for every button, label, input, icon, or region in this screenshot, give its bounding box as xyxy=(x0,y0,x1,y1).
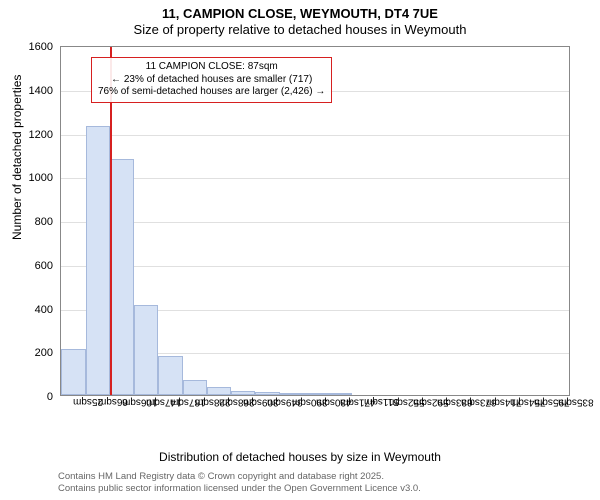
title-line-1: 11, CAMPION CLOSE, WEYMOUTH, DT4 7UE xyxy=(0,6,600,21)
ytick-label: 1600 xyxy=(13,41,53,53)
footer-line-1: Contains HM Land Registry data © Crown c… xyxy=(58,471,421,482)
annotation-box: 11 CAMPION CLOSE: 87sqm← 23% of detached… xyxy=(91,57,332,103)
histogram-bar xyxy=(110,159,135,395)
histogram-bar xyxy=(183,380,207,395)
gridline xyxy=(61,178,569,179)
chart-region: 0200400600800100012001400160011 CAMPION … xyxy=(60,46,570,420)
histogram-bar xyxy=(280,393,304,395)
histogram-bar xyxy=(158,356,183,395)
histogram-bar xyxy=(134,305,158,395)
xtick-text: 835sqm xyxy=(558,396,594,407)
ytick-label: 1200 xyxy=(13,129,53,141)
chart-title-block: 11, CAMPION CLOSE, WEYMOUTH, DT4 7UE Siz… xyxy=(0,0,600,37)
ytick-label: 0 xyxy=(13,391,53,403)
ytick-label: 1000 xyxy=(13,172,53,184)
annotation-line: 76% of semi-detached houses are larger (… xyxy=(98,86,325,99)
ytick-label: 200 xyxy=(13,347,53,359)
histogram-bar xyxy=(61,349,86,395)
histogram-bar xyxy=(231,391,255,395)
histogram-bar xyxy=(255,392,280,395)
ytick-label: 1400 xyxy=(13,85,53,97)
footer-line-2: Contains public sector information licen… xyxy=(58,483,421,494)
gridline xyxy=(61,266,569,267)
title-line-2: Size of property relative to detached ho… xyxy=(0,22,600,37)
ytick-label: 800 xyxy=(13,216,53,228)
gridline xyxy=(61,222,569,223)
ytick-label: 600 xyxy=(13,260,53,272)
annotation-line: ← 23% of detached houses are smaller (71… xyxy=(98,74,325,87)
ytick-label: 400 xyxy=(13,304,53,316)
histogram-bar xyxy=(207,387,232,395)
histogram-bar xyxy=(328,393,352,395)
footer-attribution: Contains HM Land Registry data © Crown c… xyxy=(58,471,421,494)
x-axis-label: Distribution of detached houses by size … xyxy=(0,450,600,464)
gridline xyxy=(61,135,569,136)
plot-area: 0200400600800100012001400160011 CAMPION … xyxy=(60,46,570,396)
histogram-bar xyxy=(86,126,110,395)
histogram-bar xyxy=(304,393,329,395)
annotation-line: 11 CAMPION CLOSE: 87sqm xyxy=(98,61,325,74)
